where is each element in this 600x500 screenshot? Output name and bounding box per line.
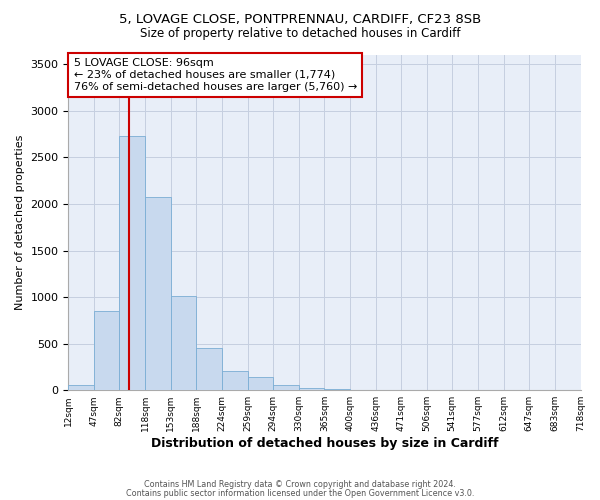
- Bar: [196, 348, 222, 390]
- Bar: [119, 136, 145, 390]
- Bar: [248, 377, 273, 390]
- Text: Size of property relative to detached houses in Cardiff: Size of property relative to detached ho…: [140, 28, 460, 40]
- Bar: [325, 388, 350, 390]
- Text: 5 LOVAGE CLOSE: 96sqm
← 23% of detached houses are smaller (1,774)
76% of semi-d: 5 LOVAGE CLOSE: 96sqm ← 23% of detached …: [74, 58, 357, 92]
- Text: Contains public sector information licensed under the Open Government Licence v3: Contains public sector information licen…: [126, 488, 474, 498]
- Text: 5, LOVAGE CLOSE, PONTPRENNAU, CARDIFF, CF23 8SB: 5, LOVAGE CLOSE, PONTPRENNAU, CARDIFF, C…: [119, 12, 481, 26]
- Bar: [299, 388, 325, 390]
- Y-axis label: Number of detached properties: Number of detached properties: [15, 135, 25, 310]
- Bar: [222, 370, 248, 390]
- X-axis label: Distribution of detached houses by size in Cardiff: Distribution of detached houses by size …: [151, 437, 498, 450]
- Text: Contains HM Land Registry data © Crown copyright and database right 2024.: Contains HM Land Registry data © Crown c…: [144, 480, 456, 489]
- Bar: [273, 384, 299, 390]
- Bar: [170, 296, 196, 390]
- Bar: [94, 311, 119, 390]
- Bar: [68, 385, 94, 390]
- Bar: [145, 197, 170, 390]
